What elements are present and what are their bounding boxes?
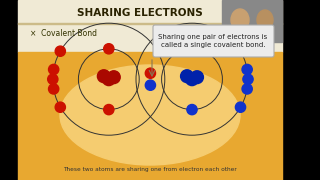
Circle shape [180,70,193,83]
Circle shape [97,70,110,83]
Ellipse shape [257,10,273,30]
Text: Sharing one pair of electrons is
called a single covalent bond.: Sharing one pair of electrons is called … [158,35,268,48]
Circle shape [243,74,253,84]
Ellipse shape [231,9,249,31]
Circle shape [187,44,197,54]
Circle shape [55,102,65,112]
Circle shape [108,71,120,84]
Circle shape [102,73,115,86]
Text: ×  Covalent Bond: × Covalent Bond [30,30,97,39]
Bar [282,0,320,180]
Bar [18,23,282,24]
Circle shape [236,46,246,56]
Bar [18,52,282,180]
Circle shape [145,68,156,78]
Text: SHARING ELECTRONS: SHARING ELECTRONS [77,8,203,18]
Bar [0,0,18,180]
Circle shape [236,102,246,112]
Circle shape [48,74,58,84]
Ellipse shape [60,65,240,165]
Circle shape [145,80,156,90]
Circle shape [49,84,59,94]
Circle shape [104,104,114,115]
Text: These two atoms are sharing one from electron each other: These two atoms are sharing one from ele… [63,168,237,172]
Circle shape [55,46,65,56]
Circle shape [186,73,198,86]
FancyBboxPatch shape [153,25,274,57]
Bar [222,0,282,42]
Bar [18,0,282,52]
Circle shape [49,64,59,75]
Circle shape [191,71,204,84]
Circle shape [242,64,252,75]
Circle shape [242,84,252,94]
Circle shape [104,44,114,54]
Circle shape [187,104,197,115]
